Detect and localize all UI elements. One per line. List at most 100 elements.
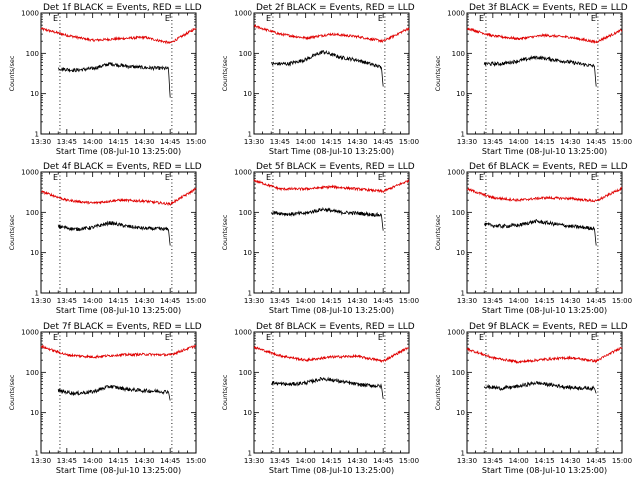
y-tick-label: 100 — [239, 369, 252, 377]
event-marker-label: E — [591, 333, 596, 342]
x-tick-label: 14:15 — [534, 297, 554, 305]
event-marker-label: E — [266, 14, 271, 23]
y-tick-label: 10 — [243, 90, 252, 98]
event-marker-label: E — [266, 173, 271, 182]
panel-title: Det 5f BLACK = Events, RED = LLD — [256, 162, 415, 172]
y-tick-label: 100 — [26, 50, 39, 58]
y-tick-label: 1000 — [21, 169, 39, 177]
y-tick-label: 1 — [461, 290, 465, 298]
x-tick-label: 13:30 — [457, 138, 477, 146]
y-tick-label: 1000 — [447, 329, 465, 337]
x-tick-label: 13:45 — [270, 457, 290, 465]
events-series-line — [57, 220, 171, 246]
x-tick-label: 13:45 — [270, 297, 290, 305]
x-tick-label: 14:45 — [373, 297, 393, 305]
x-tick-label: 13:30 — [457, 297, 477, 305]
x-tick-label: 14:15 — [321, 297, 341, 305]
plot-frame — [253, 12, 410, 135]
y-tick-label: 10 — [456, 409, 465, 417]
x-axis-label: Start Time (08-Jul-10 13:25:00) — [56, 306, 181, 315]
events-series-line — [57, 62, 171, 98]
x-tick-label: 13:45 — [483, 138, 503, 146]
y-tick-label: 10 — [243, 249, 252, 257]
x-tick-label: 13:30 — [31, 138, 51, 146]
events-series-line — [270, 206, 384, 231]
y-tick-label: 100 — [452, 369, 465, 377]
lld-series-line — [40, 187, 197, 207]
y-tick-label: 100 — [26, 209, 39, 217]
panel-title: Det 7f BLACK = Events, RED = LLD — [43, 322, 202, 332]
y-tick-label: 1 — [248, 290, 252, 298]
y-axis-label: Counts/sec — [434, 55, 442, 91]
panel-title: Det 1f BLACK = Events, RED = LLD — [43, 3, 202, 13]
x-tick-label: 13:30 — [457, 457, 477, 465]
y-tick-label: 100 — [452, 209, 465, 217]
panel-det-3: Det 3f BLACK = Events, RED = LLD 1 10 100 10… — [434, 3, 632, 156]
x-tick-label: 14:00 — [296, 297, 316, 305]
y-axis-label: Counts/sec — [8, 55, 16, 91]
y-tick-label: 10 — [456, 90, 465, 98]
event-marker-label: E — [479, 14, 484, 23]
panel-title: Det 8f BLACK = Events, RED = LLD — [256, 322, 415, 332]
y-axis-label: Counts/sec — [221, 55, 229, 91]
event-marker-label: E — [479, 333, 484, 342]
x-tick-label: 14:45 — [160, 138, 180, 146]
x-tick-label: 14:30 — [560, 138, 580, 146]
x-tick-label: 13:30 — [244, 138, 264, 146]
x-tick-label: 13:45 — [483, 457, 503, 465]
lld-series-line — [253, 345, 410, 364]
y-axis-label: Counts/sec — [434, 374, 442, 410]
plot-frame — [466, 171, 623, 294]
x-tick-label: 14:45 — [586, 297, 606, 305]
y-axis-label: Counts/sec — [221, 214, 229, 250]
x-axis-label: Start Time (08-Jul-10 13:25:00) — [482, 147, 607, 156]
x-tick-label: 14:45 — [586, 138, 606, 146]
event-marker-label: E — [53, 14, 58, 23]
panel-det-2: Det 2f BLACK = Events, RED = LLD 1 10 100 10… — [221, 3, 419, 156]
event-marker-label: E — [378, 173, 383, 182]
events-series-line — [483, 218, 597, 246]
lld-series-line — [466, 186, 623, 203]
panel-det-5: Det 5f BLACK = Events, RED = LLD 1 10 100 10… — [221, 162, 419, 315]
x-tick-label: 14:45 — [586, 457, 606, 465]
x-tick-label: 13:30 — [244, 297, 264, 305]
events-series-line — [483, 380, 597, 394]
x-tick-label: 14:45 — [373, 457, 393, 465]
y-tick-label: 1000 — [234, 329, 252, 337]
y-tick-label: 100 — [26, 369, 39, 377]
panel-det-7: Det 7f BLACK = Events, RED = LLD 1 10 100 10… — [8, 322, 206, 475]
x-tick-label: 14:15 — [321, 138, 341, 146]
events-series-line — [270, 376, 384, 399]
panel-det-4: Det 4f BLACK = Events, RED = LLD 1 10 100 10… — [8, 162, 206, 315]
plot-frame — [253, 331, 410, 454]
x-tick-label: 13:45 — [57, 297, 77, 305]
y-tick-label: 1 — [461, 131, 465, 139]
y-axis-label: Counts/sec — [8, 374, 16, 410]
x-tick-label: 13:45 — [57, 138, 77, 146]
y-tick-label: 1 — [35, 131, 39, 139]
x-tick-label: 15:00 — [186, 138, 206, 146]
y-tick-label: 1000 — [447, 169, 465, 177]
panel-det-6: Det 6f BLACK = Events, RED = LLD 1 10 100 10… — [434, 162, 632, 315]
x-tick-label: 14:00 — [83, 457, 103, 465]
y-tick-label: 100 — [239, 50, 252, 58]
x-tick-label: 15:00 — [186, 457, 206, 465]
x-tick-label: 13:45 — [57, 457, 77, 465]
events-series-line — [483, 54, 597, 87]
x-axis-label: Start Time (08-Jul-10 13:25:00) — [269, 466, 394, 475]
y-axis-label: Counts/sec — [8, 214, 16, 250]
y-tick-label: 1 — [461, 450, 465, 458]
x-tick-label: 13:30 — [31, 457, 51, 465]
lld-series-line — [40, 26, 197, 45]
panel-det-8: Det 8f BLACK = Events, RED = LLD 1 10 100 10… — [221, 322, 419, 475]
y-tick-label: 1 — [248, 131, 252, 139]
x-tick-label: 14:00 — [83, 297, 103, 305]
x-tick-label: 14:15 — [108, 297, 128, 305]
plot-frame — [466, 331, 623, 454]
event-marker-label: E — [53, 173, 58, 182]
plot-frame — [466, 12, 623, 135]
x-tick-label: 14:00 — [296, 138, 316, 146]
x-tick-label: 15:00 — [186, 297, 206, 305]
x-tick-label: 14:30 — [134, 297, 154, 305]
